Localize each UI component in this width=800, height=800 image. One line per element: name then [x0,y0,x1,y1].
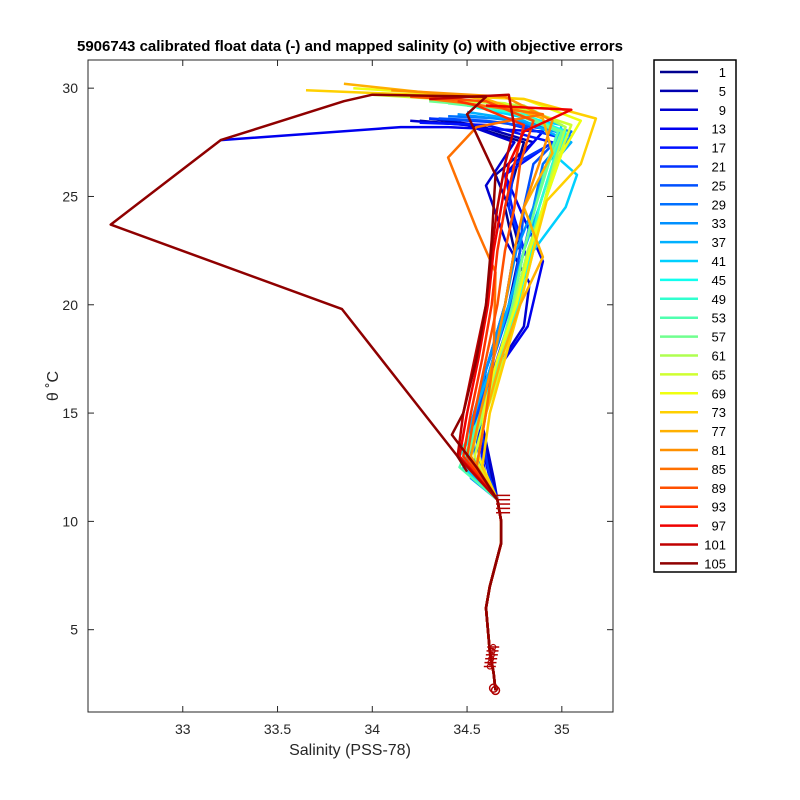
mapped-salinity-marker [487,659,494,666]
x-axis-label: Salinity (PSS-78) [289,742,411,759]
legend-label-101: 101 [704,538,726,553]
y-tick-label: 30 [62,80,78,96]
mapped-salinity-marker [490,685,501,696]
mapped-salinity-markers [483,494,511,696]
x-tick-label: 35 [554,721,570,737]
legend-label-81: 81 [712,443,726,458]
series-line-105 [109,93,503,691]
x-tick-label: 34.5 [453,721,480,737]
legend-label-25: 25 [712,178,726,193]
legend-label-57: 57 [712,330,726,345]
legend-label-69: 69 [712,386,726,401]
plot-area [109,82,598,696]
legend-label-21: 21 [712,160,726,175]
mapped-salinity-marker [489,647,496,655]
y-tick-label: 10 [62,513,78,529]
legend: 1 5 9 13 17 21 25 29 33 37 41 45 49 53 57 61 65 69 73 77 81 8… [653,59,737,573]
legend-label-85: 85 [712,462,726,477]
y-tick-label: 15 [62,405,78,421]
x-axis-ticks: 33 33.5 34 34.5 35 [175,60,570,737]
legend-label-33: 33 [712,216,726,231]
legend-label-29: 29 [712,197,726,212]
legend-label-93: 93 [712,500,726,515]
x-tick-label: 34 [365,721,381,737]
legend-label-97: 97 [712,519,726,534]
legend-label-61: 61 [712,349,726,364]
legend-label-49: 49 [712,292,726,307]
legend-label-17: 17 [712,141,726,156]
y-tick-label: 5 [70,622,78,638]
mapped-salinity-marker [490,643,497,651]
legend-label-89: 89 [712,481,726,496]
legend-label-65: 65 [712,367,726,382]
legend-label-5: 5 [719,84,726,99]
y-axis-ticks: 5 10 15 20 25 30 [62,80,613,638]
mapped-salinity-marker [488,651,495,658]
chart-title: 5906743 calibrated float data (-) and ma… [77,38,623,55]
legend-label-13: 13 [712,122,726,137]
legend-label-77: 77 [712,424,726,439]
legend-label-73: 73 [712,405,726,420]
legend-label-37: 37 [712,235,726,250]
legend-label-41: 41 [712,254,726,269]
legend-label-45: 45 [712,273,726,288]
mapped-salinity-marker [486,663,493,670]
legend-label-9: 9 [719,103,726,118]
y-tick-label: 20 [62,297,78,313]
legend-label-53: 53 [712,311,726,326]
axes-box [87,59,614,713]
legend-label-1: 1 [719,65,726,80]
profile-lines [109,82,598,691]
y-tick-label: 25 [62,188,78,204]
x-tick-label: 33.5 [264,721,291,737]
x-tick-label: 33 [175,721,191,737]
legend-label-105: 105 [704,556,726,571]
y-axis-label: θ ˚C [45,371,62,401]
mapped-salinity-marker [488,683,499,693]
mapped-salinity-marker [488,655,495,662]
